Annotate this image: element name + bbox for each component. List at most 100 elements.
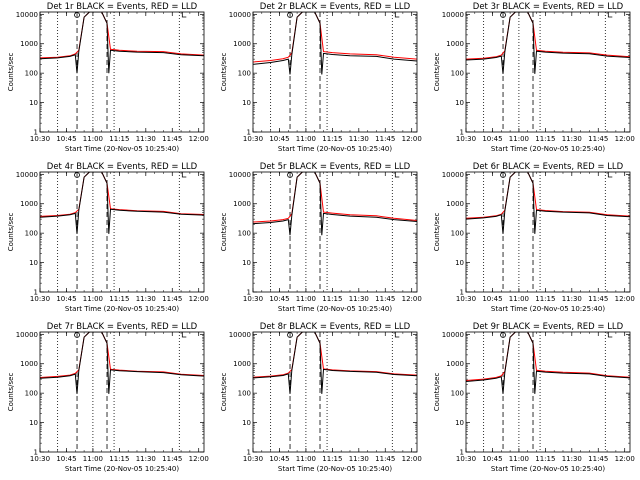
- chart-svg: Det 9r BLACK = Events, RED = LLD Counts/s…: [433, 322, 635, 473]
- x-tick-label: 11:15: [322, 135, 342, 143]
- detector-panel: Det 4r BLACK = Events, RED = LLD Counts/s…: [0, 160, 213, 320]
- detector-panel: Det 6r BLACK = Events, RED = LLD Counts/s…: [426, 160, 639, 320]
- x-tick-label: 10:30: [243, 135, 263, 143]
- events-series-line: [40, 12, 204, 74]
- events-series-line: [40, 172, 204, 234]
- x-tick-label: 11:45: [375, 135, 395, 143]
- y-tick-label: 10000: [229, 171, 251, 179]
- x-axis-label: Start Time (20-Nov-05 10:25:40): [278, 145, 392, 153]
- detector-panel: Det 5r BLACK = Events, RED = LLD Counts/s…: [213, 160, 426, 320]
- x-tick-label: 10:45: [269, 295, 289, 303]
- y-axis-label: Counts/sec: [7, 213, 15, 252]
- chart-svg: Det 7r BLACK = Events, RED = LLD Counts/s…: [7, 322, 209, 473]
- plot-frame: [39, 171, 205, 293]
- lld-series-line: [466, 172, 630, 219]
- y-tick-label: 10000: [16, 171, 38, 179]
- x-tick-label: 12:00: [189, 455, 209, 463]
- bracket-marker: [607, 332, 613, 338]
- y-tick-label: 10000: [229, 11, 251, 19]
- y-tick-label: 100: [238, 70, 251, 78]
- x-tick-label: 10:45: [482, 135, 502, 143]
- events-series-line: [466, 332, 630, 394]
- x-tick-label: 12:00: [615, 295, 635, 303]
- chart-svg: Det 8r BLACK = Events, RED = LLD Counts/s…: [220, 322, 422, 473]
- attenuator-marker: [74, 332, 80, 338]
- y-tick-label: 1000: [233, 200, 251, 208]
- series-group: [40, 12, 204, 74]
- x-tick-label: 12:00: [189, 135, 209, 143]
- x-tick-label: 11:30: [136, 295, 156, 303]
- bracket-marker: [181, 332, 187, 338]
- y-tick-label: 10000: [229, 331, 251, 339]
- attenuator-marker: [500, 12, 506, 18]
- chart-svg: Det 1r BLACK = Events, RED = LLD Counts/s…: [7, 2, 209, 153]
- y-tick-label: 100: [451, 230, 464, 238]
- x-axis-label: Start Time (20-Nov-05 10:25:40): [278, 305, 392, 313]
- panel-title: Det 1r BLACK = Events, RED = LLD: [47, 2, 198, 12]
- x-tick-label: 11:45: [588, 295, 608, 303]
- x-tick-label: 11:30: [349, 455, 369, 463]
- y-tick-label: 100: [238, 230, 251, 238]
- attenuator-marker: [287, 332, 293, 338]
- series-group: [40, 172, 204, 234]
- x-tick-label: 10:45: [482, 295, 502, 303]
- x-tick-label: 11:45: [162, 295, 182, 303]
- y-tick-label: 100: [25, 230, 38, 238]
- y-tick-label: 1: [34, 289, 38, 297]
- x-tick-label: 10:30: [243, 455, 263, 463]
- y-tick-label: 1: [34, 129, 38, 137]
- x-axis-label: Start Time (20-Nov-05 10:25:40): [65, 145, 179, 153]
- x-tick-label: 11:00: [509, 455, 529, 463]
- y-tick-label: 10000: [16, 331, 38, 339]
- y-tick-label: 10000: [442, 171, 464, 179]
- x-tick-label: 11:30: [349, 295, 369, 303]
- attenuator-marker: [74, 12, 80, 18]
- y-tick-label: 10: [242, 259, 251, 267]
- y-tick-label: 1000: [233, 40, 251, 48]
- x-tick-label: 11:30: [349, 135, 369, 143]
- detector-panel: Det 2r BLACK = Events, RED = LLD Counts/s…: [213, 0, 426, 160]
- y-tick-label: 1000: [20, 40, 38, 48]
- chart-svg: Det 2r BLACK = Events, RED = LLD Counts/s…: [220, 2, 422, 153]
- x-tick-label: 11:00: [509, 295, 529, 303]
- x-tick-label: 11:00: [83, 295, 103, 303]
- lld-series-line: [253, 332, 417, 378]
- x-tick-label: 11:15: [109, 135, 129, 143]
- panel-title: Det 3r BLACK = Events, RED = LLD: [473, 2, 624, 12]
- x-tick-label: 11:15: [535, 295, 555, 303]
- y-axis-label: Counts/sec: [7, 373, 15, 412]
- events-series-line: [253, 12, 417, 75]
- x-tick-label: 11:00: [83, 455, 103, 463]
- attenuator-marker: [287, 12, 293, 18]
- series-group: [466, 172, 630, 234]
- bracket-marker: [394, 172, 400, 178]
- x-tick-label: 10:45: [56, 295, 76, 303]
- x-tick-label: 10:30: [30, 135, 50, 143]
- x-tick-label: 12:00: [402, 455, 422, 463]
- series-group: [253, 12, 417, 75]
- x-tick-label: 10:30: [456, 455, 476, 463]
- events-series-line: [466, 172, 630, 234]
- y-tick-label: 1000: [446, 200, 464, 208]
- y-tick-label: 10000: [16, 11, 38, 19]
- attenuator-marker: [500, 332, 506, 338]
- y-tick-label: 10: [242, 99, 251, 107]
- y-tick-label: 10: [29, 99, 38, 107]
- lld-series-line: [253, 12, 417, 63]
- x-tick-label: 11:15: [109, 455, 129, 463]
- detector-panel: Det 8r BLACK = Events, RED = LLD Counts/s…: [213, 320, 426, 480]
- y-tick-label: 1: [247, 129, 251, 137]
- plot-frame: [39, 331, 205, 453]
- x-tick-label: 11:15: [322, 455, 342, 463]
- x-axis-label: Start Time (20-Nov-05 10:25:40): [491, 305, 605, 313]
- attenuator-marker: [287, 172, 293, 178]
- plot-frame: [465, 331, 631, 453]
- bracket-marker: [394, 12, 400, 18]
- y-axis-label: Counts/sec: [433, 53, 441, 92]
- x-tick-label: 10:30: [456, 135, 476, 143]
- x-tick-label: 10:45: [269, 455, 289, 463]
- panel-title: Det 8r BLACK = Events, RED = LLD: [260, 322, 411, 332]
- x-tick-label: 10:45: [56, 135, 76, 143]
- y-tick-label: 1000: [446, 360, 464, 368]
- x-tick-label: 11:15: [109, 295, 129, 303]
